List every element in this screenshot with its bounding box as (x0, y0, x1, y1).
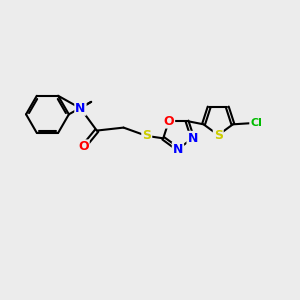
Text: N: N (188, 132, 198, 145)
Text: S: S (214, 128, 223, 142)
Text: S: S (142, 129, 151, 142)
Text: O: O (164, 115, 174, 128)
Text: O: O (78, 140, 89, 153)
Text: Cl: Cl (250, 118, 262, 128)
Text: N: N (75, 102, 85, 115)
Text: N: N (173, 142, 183, 155)
